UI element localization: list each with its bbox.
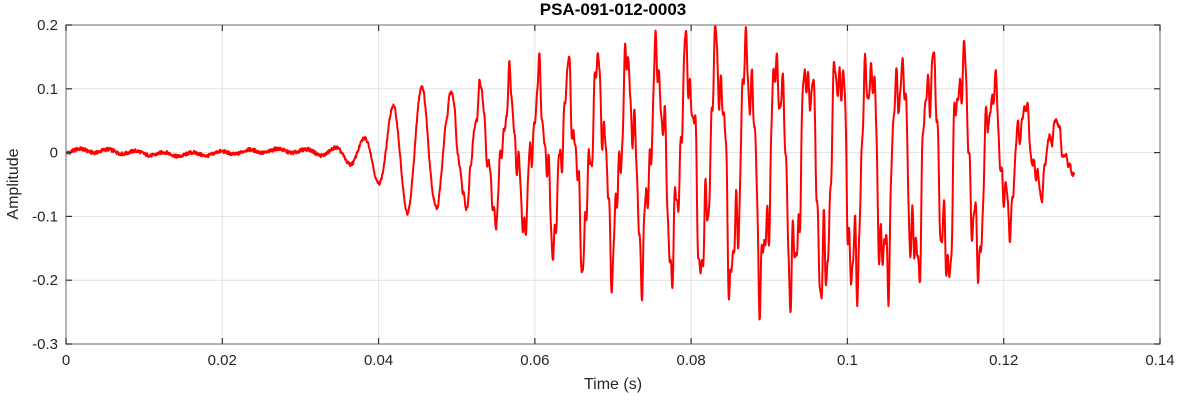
plot-box <box>65 24 1161 345</box>
chart-title: PSA-091-012-0003 <box>539 0 687 19</box>
y-tick-label: -0.2 <box>32 272 58 289</box>
x-tick-label: 0.14 <box>1145 352 1174 369</box>
x-tick-label: 0.1 <box>837 352 858 369</box>
x-tick-label: 0.04 <box>364 352 393 369</box>
y-tick-label: 0 <box>50 145 58 162</box>
y-tick-label: -0.1 <box>32 208 58 225</box>
x-tick-label: 0.08 <box>677 352 706 369</box>
y-tick-label: 0.2 <box>37 17 58 34</box>
y-tick-label: 0.1 <box>37 81 58 98</box>
waveform-path <box>66 25 1076 321</box>
y-tick-label: -0.3 <box>32 336 58 353</box>
x-axis-label: Time (s) <box>583 376 643 393</box>
x-tick-label: 0.06 <box>520 352 549 369</box>
x-tick-label: 0.12 <box>989 352 1018 369</box>
x-tick-label: 0 <box>62 352 70 369</box>
x-tick-label: 0.02 <box>208 352 237 369</box>
